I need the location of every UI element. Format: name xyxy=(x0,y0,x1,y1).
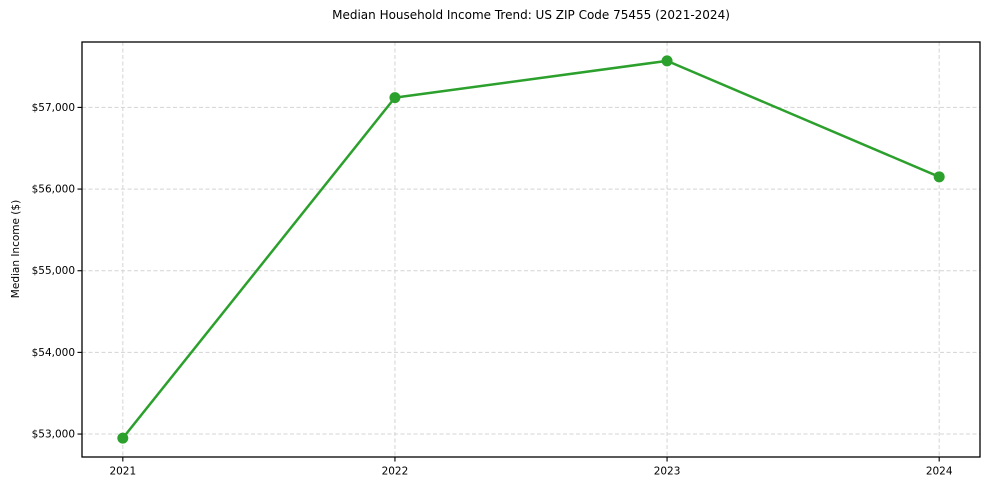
y-tick-label: $55,000 xyxy=(32,265,75,277)
x-tick-label: 2021 xyxy=(109,466,136,478)
data-point xyxy=(661,55,673,67)
trend-line xyxy=(121,59,940,439)
chart-title: Median Household Income Trend: US ZIP Co… xyxy=(332,8,730,22)
y-tick-label: $54,000 xyxy=(32,347,75,359)
data-point xyxy=(389,92,401,104)
y-tick-label: $57,000 xyxy=(32,102,75,114)
y-tick-label: $56,000 xyxy=(32,184,75,196)
plot-border xyxy=(81,41,981,458)
data-point xyxy=(117,432,129,444)
data-point xyxy=(933,171,945,183)
x-tick-label: 2023 xyxy=(654,466,681,478)
x-tick-label: 2024 xyxy=(926,466,953,478)
x-tick-label: 2022 xyxy=(382,466,409,478)
y-tick-label: $53,000 xyxy=(32,429,75,441)
